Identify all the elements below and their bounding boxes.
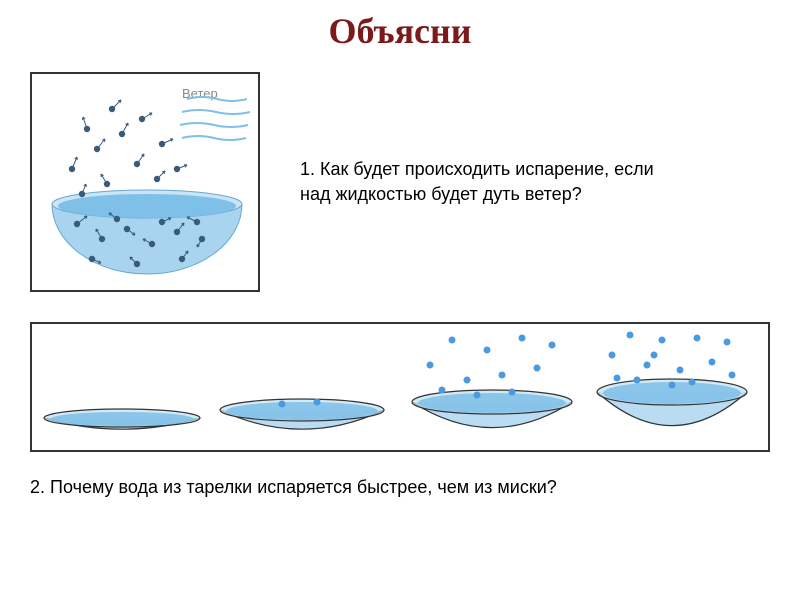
dishes-diagram	[30, 322, 770, 452]
question-1: 1. Как будет происходить испарение, если…	[300, 157, 660, 207]
dishes-svg	[32, 320, 768, 450]
question-2: 2. Почему вода из тарелки испаряется быс…	[0, 477, 800, 498]
wind-evaporation-diagram: Ветер	[30, 72, 260, 292]
bottom-section	[0, 322, 800, 452]
page-title: Объясни	[0, 10, 800, 52]
wind-svg	[32, 74, 262, 294]
top-row: Ветер 1. Как будет происходить испарение…	[0, 72, 800, 292]
